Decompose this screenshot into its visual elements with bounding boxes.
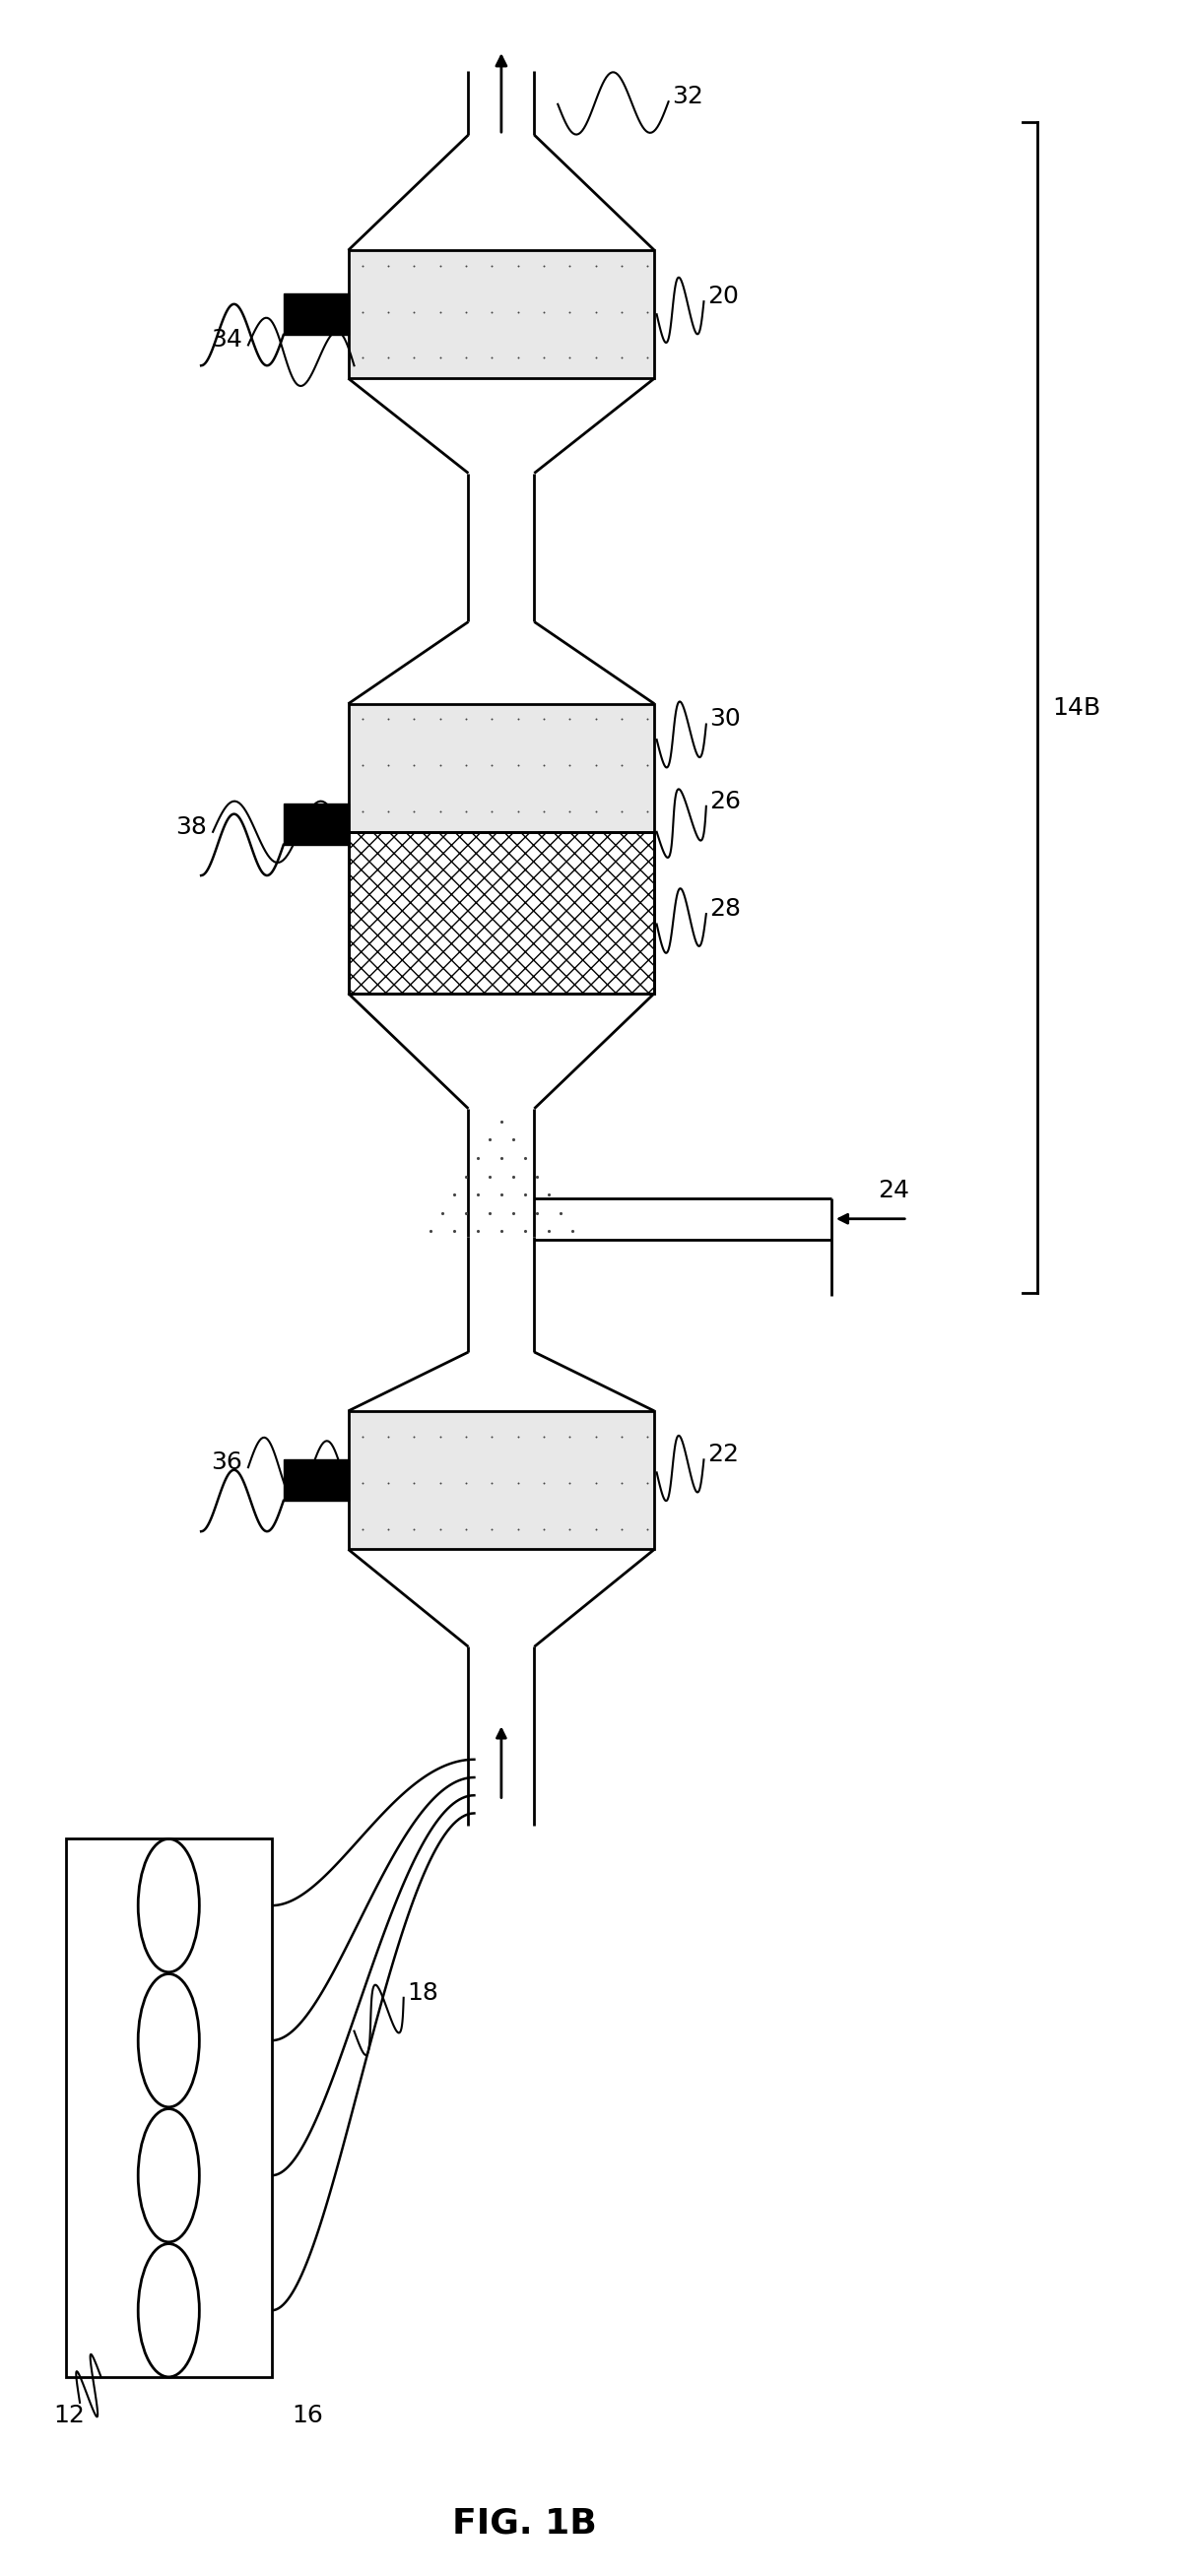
Polygon shape — [348, 832, 654, 994]
Text: 32: 32 — [672, 85, 704, 108]
Polygon shape — [348, 1412, 654, 1548]
Text: 26: 26 — [710, 788, 741, 814]
Text: 24: 24 — [878, 1180, 910, 1203]
Text: 30: 30 — [710, 708, 741, 732]
Text: 28: 28 — [710, 896, 741, 920]
Text: 16: 16 — [292, 2403, 323, 2427]
Text: 36: 36 — [211, 1450, 242, 1473]
Text: FIG. 1B: FIG. 1B — [453, 2506, 597, 2540]
Bar — [283, 294, 348, 335]
Text: 20: 20 — [707, 283, 738, 309]
Text: 18: 18 — [407, 1981, 438, 2004]
Text: 12: 12 — [54, 2403, 86, 2427]
Text: 14B: 14B — [1053, 696, 1100, 719]
Polygon shape — [348, 703, 654, 832]
Text: 38: 38 — [175, 814, 207, 840]
Bar — [283, 804, 348, 845]
Text: 22: 22 — [707, 1443, 738, 1466]
Bar — [66, 1839, 272, 2378]
Text: 34: 34 — [211, 327, 242, 353]
Bar — [283, 1461, 348, 1502]
Polygon shape — [348, 250, 654, 379]
